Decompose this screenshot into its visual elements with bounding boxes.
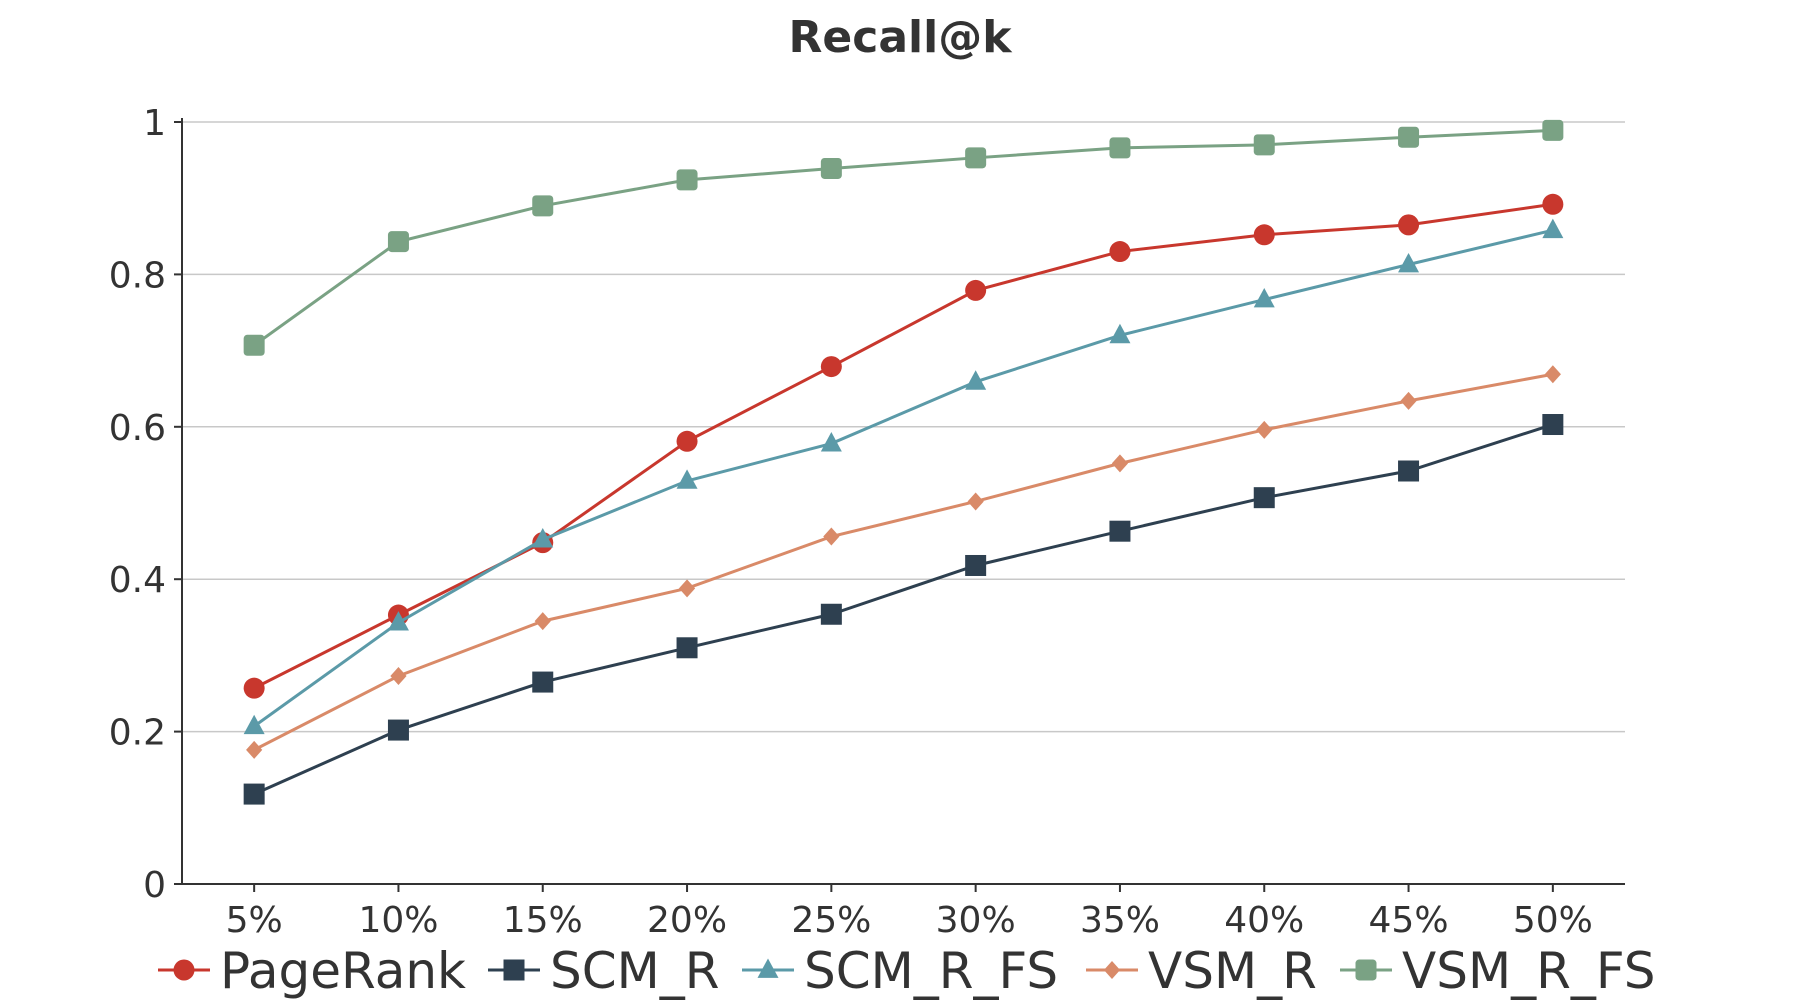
- legend-item: VSM_R: [1086, 942, 1317, 1000]
- data-point: [246, 740, 263, 759]
- data-point: [1253, 487, 1275, 509]
- data-point: [1253, 134, 1275, 156]
- data-point: [1542, 218, 1564, 239]
- legend-item: PageRank: [158, 942, 466, 1000]
- x-tick-label: 30%: [936, 900, 1016, 941]
- legend-marker: [1103, 961, 1121, 979]
- data-point: [1398, 460, 1420, 482]
- data-point: [243, 783, 265, 805]
- data-point: [1400, 391, 1417, 410]
- data-point: [387, 611, 409, 631]
- data-point: [967, 492, 984, 511]
- data-point: [820, 603, 842, 625]
- series-line: [253, 202, 1554, 690]
- data-point: [532, 671, 554, 693]
- y-tick-label: 0: [143, 865, 166, 906]
- grid-lines: [182, 121, 1625, 733]
- legend-marker: [1355, 959, 1377, 981]
- data-point: [820, 356, 842, 378]
- data-point: [387, 231, 409, 253]
- legend-label: SCM_R: [550, 942, 720, 1000]
- data-point: [534, 612, 551, 631]
- data-point: [965, 147, 987, 169]
- data-point: [1109, 520, 1131, 542]
- x-tick-label: 45%: [1369, 900, 1449, 941]
- data-point: [965, 554, 987, 576]
- data-point: [1398, 252, 1420, 273]
- data-point: [1542, 414, 1564, 436]
- data-point: [387, 719, 409, 741]
- y-tick-label: 0.6: [109, 408, 166, 449]
- data-point: [676, 430, 698, 452]
- data-point: [532, 528, 554, 548]
- legend-marker: [503, 959, 525, 981]
- data-point: [532, 195, 554, 217]
- data-point: [1542, 193, 1564, 215]
- data-point: [243, 677, 265, 699]
- x-tick-label: 10%: [358, 900, 438, 941]
- data-point: [1256, 420, 1273, 439]
- series-layer: [243, 119, 1564, 805]
- x-tick-label: 15%: [503, 900, 583, 941]
- data-point: [676, 637, 698, 659]
- data-point: [1109, 137, 1131, 159]
- legend-item: VSM_R_FS: [1340, 942, 1655, 1000]
- data-point: [390, 666, 407, 685]
- data-point: [243, 714, 265, 735]
- chart-title: Recall@k: [789, 12, 1014, 63]
- axes: 00.20.40.60.815% 10% 15% 20% 25% 30% 35% 40% 45%…: [109, 103, 1625, 941]
- data-point: [820, 432, 842, 452]
- legend-label: PageRank: [220, 942, 466, 1000]
- data-point: [1398, 126, 1420, 148]
- series-vsm-r-fs: [243, 119, 1564, 356]
- data-point: [965, 370, 987, 390]
- legend-item: SCM_R_FS: [742, 942, 1058, 1000]
- data-point: [820, 157, 842, 179]
- series-scm-r: [243, 414, 1564, 805]
- series-line: [253, 423, 1554, 796]
- data-point: [676, 169, 698, 191]
- y-tick-label: 0.2: [109, 713, 166, 754]
- series-line: [253, 228, 1554, 728]
- legend-label: VSM_R: [1148, 942, 1317, 1000]
- legend-marker: [757, 958, 779, 978]
- legend: PageRank SCM_R SCM_R_FS VSM_R VSM_R_FS: [158, 942, 1655, 1000]
- data-point: [1111, 454, 1129, 473]
- series-line: [253, 128, 1553, 347]
- y-tick-label: 0.4: [109, 560, 166, 601]
- y-tick-label: 1: [143, 103, 166, 144]
- series-pagerank: [243, 193, 1564, 699]
- data-point: [1253, 287, 1275, 308]
- legend-label: VSM_R_FS: [1402, 942, 1655, 1000]
- data-point: [965, 279, 987, 301]
- data-point: [1542, 119, 1564, 141]
- x-tick-label: 35%: [1080, 900, 1160, 941]
- data-point: [243, 334, 265, 356]
- data-point: [678, 579, 696, 598]
- x-tick-label: 5%: [226, 900, 283, 941]
- data-point: [1544, 365, 1561, 384]
- legend-item: SCM_R: [488, 942, 720, 1000]
- series-scm-r-fs: [243, 218, 1564, 735]
- legend-marker: [173, 959, 195, 981]
- x-tick-label: 25%: [791, 900, 871, 941]
- legend-label: SCM_R_FS: [804, 942, 1058, 1000]
- series-vsm-r: [246, 365, 1561, 759]
- y-tick-label: 0.8: [109, 255, 166, 296]
- x-tick-label: 40%: [1224, 900, 1304, 941]
- data-point: [1253, 224, 1275, 246]
- data-point: [823, 527, 840, 546]
- x-tick-label: 20%: [647, 900, 727, 941]
- data-point: [1398, 214, 1420, 236]
- data-point: [676, 469, 698, 489]
- data-point: [1109, 241, 1131, 263]
- data-point: [1109, 323, 1131, 344]
- series-line: [253, 372, 1554, 752]
- x-tick-label: 50%: [1513, 900, 1593, 941]
